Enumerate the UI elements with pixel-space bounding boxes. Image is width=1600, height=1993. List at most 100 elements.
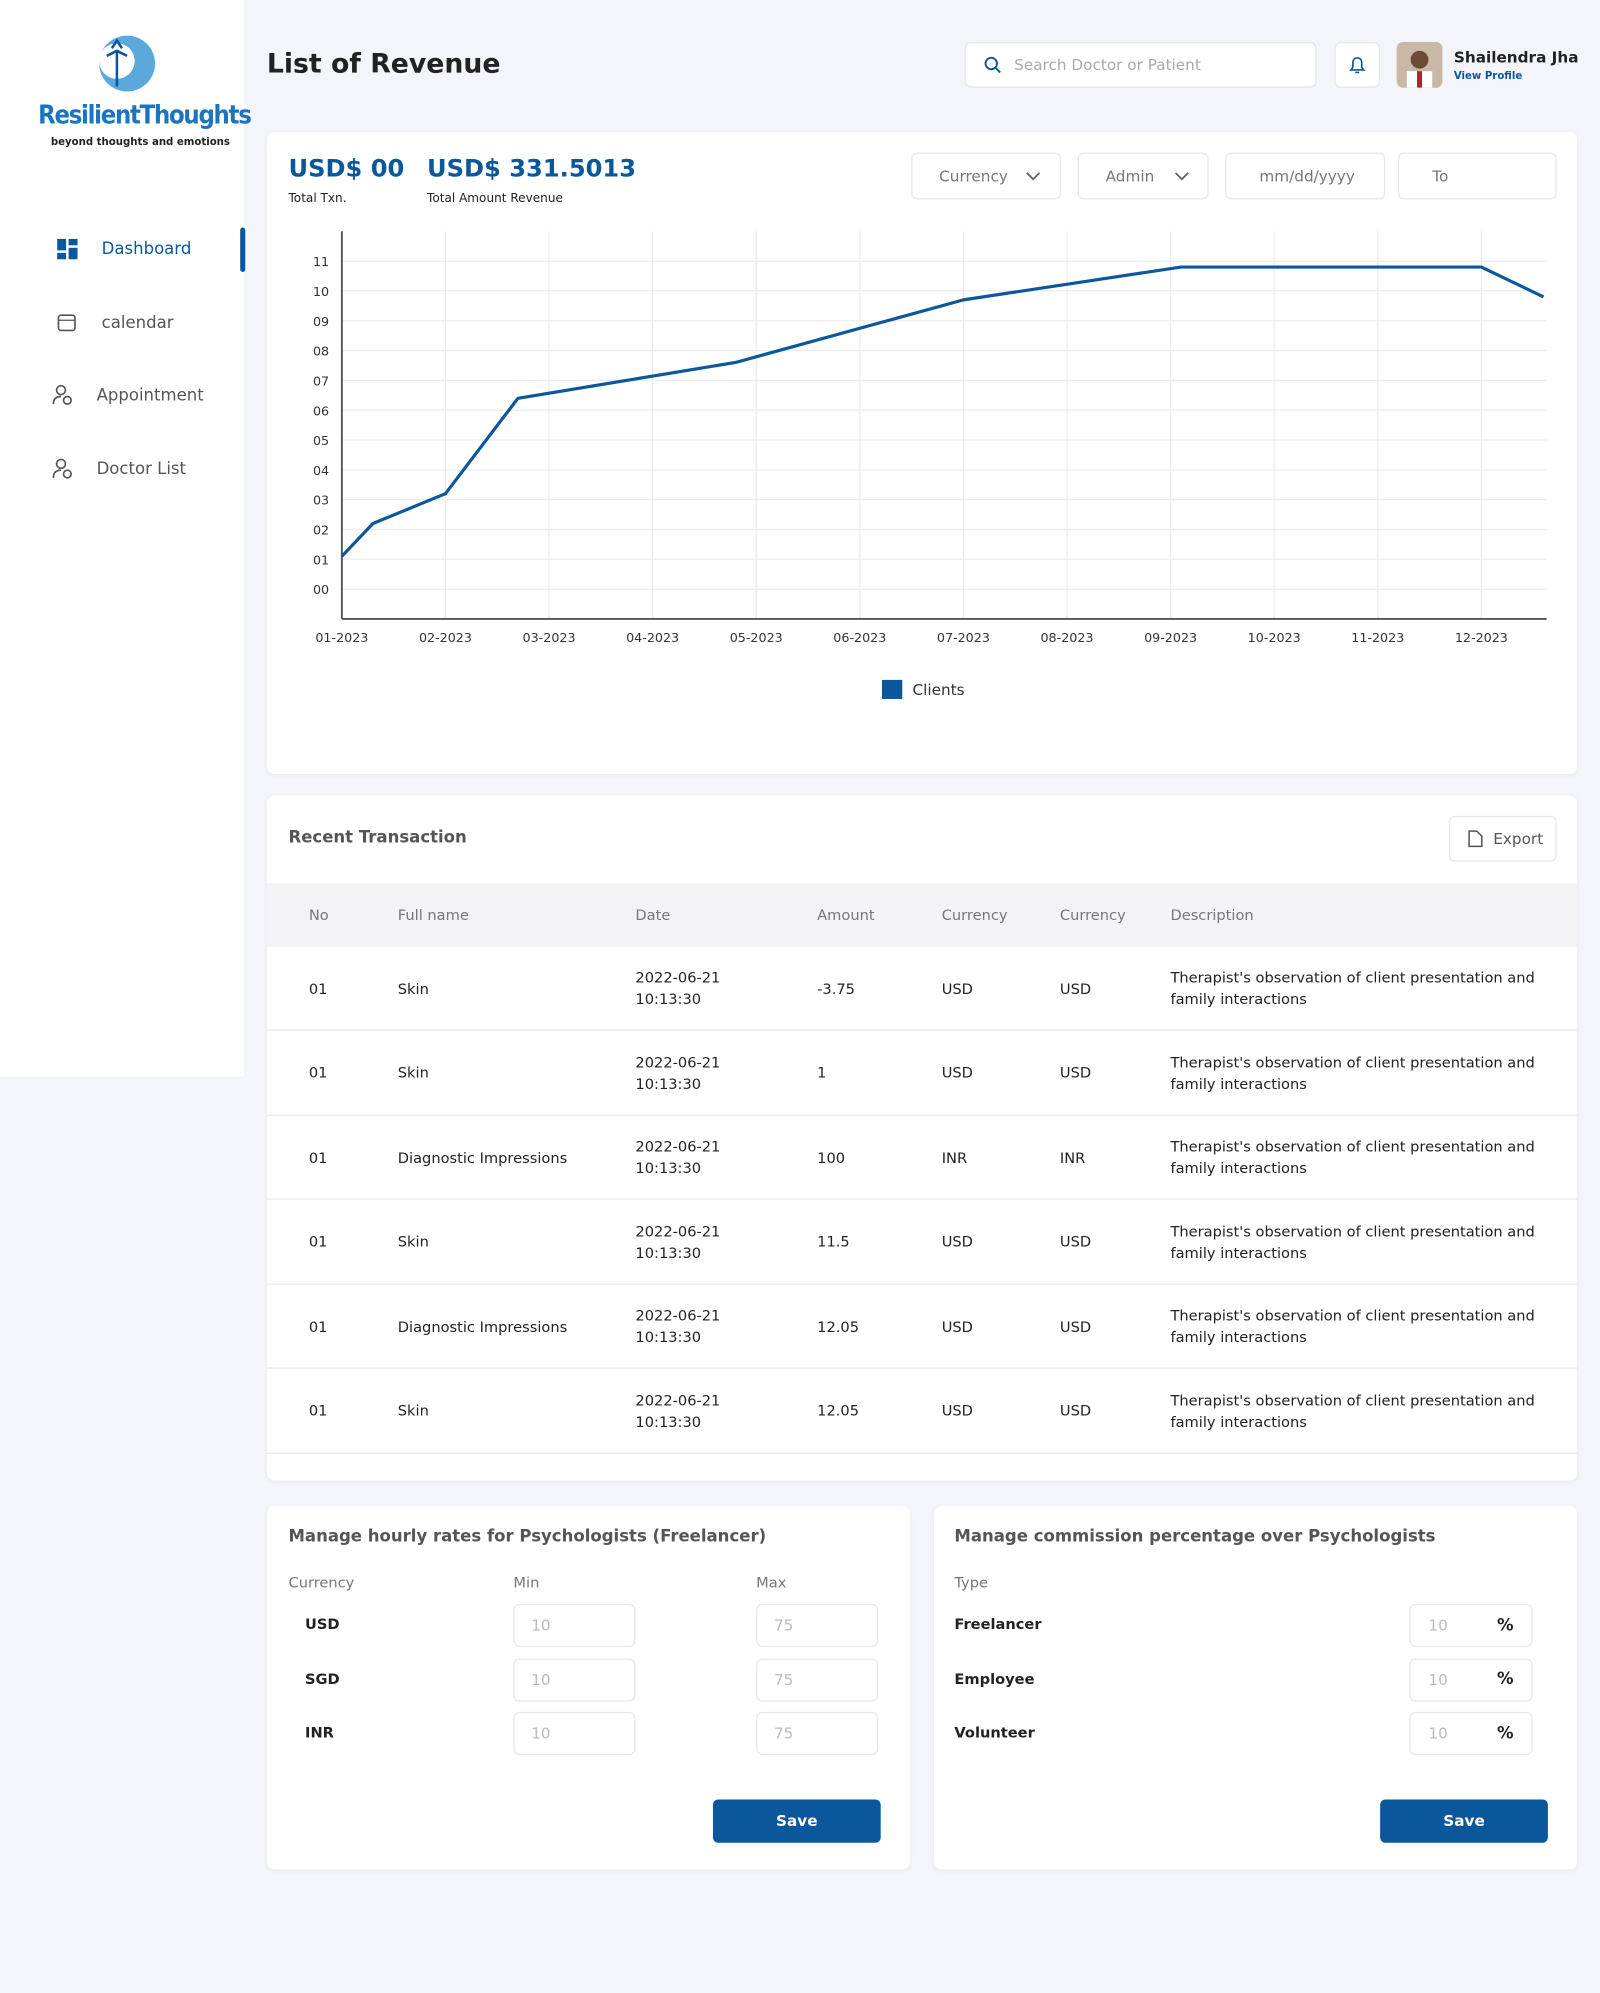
cell-text: 12.05 <box>817 1317 860 1336</box>
table-cell: Skin <box>398 1369 614 1453</box>
table-row <box>266 1031 1578 1116</box>
search-box[interactable]: Search Doctor or Patient <box>964 41 1317 88</box>
nav-item[interactable]: Appointment <box>51 384 204 407</box>
notification-button[interactable] <box>1334 41 1381 88</box>
y-tick-label: 03 <box>313 493 329 508</box>
dropdown-label: Admin <box>1105 167 1155 185</box>
nav-label: Appointment <box>96 385 204 405</box>
nav-item[interactable]: calendar <box>56 311 174 334</box>
table-cell: 01 <box>309 1369 373 1453</box>
input-placeholder: 75 <box>773 1670 794 1689</box>
table-cell: -3.75 <box>817 947 919 1031</box>
currency-dropdown[interactable]: Currency <box>911 152 1062 200</box>
search-placeholder: Search Doctor or Patient <box>1014 55 1201 74</box>
cell-text: 2022-06-21 10:13:30 <box>635 1221 721 1262</box>
date-from-input[interactable]: mm/dd/yyyy <box>1225 152 1386 200</box>
nav-item[interactable]: Doctor List <box>51 458 186 481</box>
x-tick-label: 05-2023 <box>730 630 783 645</box>
cell-text: Therapist's observation of client presen… <box>1170 1390 1535 1431</box>
cell-text: 01 <box>308 979 328 997</box>
y-tick-label: 08 <box>313 344 329 359</box>
rate-input[interactable]: 10 <box>513 1603 636 1648</box>
transactions-title: Recent Transaction <box>288 828 467 848</box>
percent-sign: % <box>1497 1723 1514 1743</box>
cell-text: Therapist's observation of client presen… <box>1170 1306 1535 1346</box>
table-cell: 1 <box>817 1031 919 1115</box>
cell-text: 2022-06-21 10:13:30 <box>635 1137 721 1177</box>
series-line <box>340 265 1545 558</box>
table-cell: 100 <box>817 1116 919 1200</box>
rate-input[interactable]: 10 <box>513 1657 636 1702</box>
table-row <box>266 947 1578 1031</box>
cell-text: 100 <box>817 1148 846 1167</box>
cell-text: Skin <box>397 1401 429 1420</box>
view-profile-link[interactable]: View Profile <box>1453 69 1523 82</box>
user-name: Shailendra Jha <box>1453 48 1579 67</box>
cell-text: INR <box>1059 1148 1086 1167</box>
table-cell: 12.05 <box>817 1369 919 1453</box>
y-tick-label: 01 <box>313 552 329 567</box>
column-header: Type <box>954 1573 988 1592</box>
button-label: Save <box>1443 1812 1485 1831</box>
save-button[interactable]: Save <box>1380 1799 1548 1843</box>
input-placeholder: 75 <box>773 1724 794 1743</box>
table-cell: Therapist's observation of client presen… <box>1170 1285 1539 1369</box>
table-cell: Skin <box>398 1200 614 1284</box>
table-cell: INR <box>1060 1116 1162 1200</box>
export-button[interactable]: Export <box>1448 815 1557 862</box>
cell-text: 12.05 <box>817 1401 860 1420</box>
avatar[interactable] <box>1396 41 1443 88</box>
column-header: Full name <box>397 906 469 924</box>
rate-input[interactable]: 10 <box>513 1711 636 1756</box>
nav-label: Doctor List <box>96 459 187 479</box>
rate-input[interactable]: 75 <box>756 1657 879 1702</box>
admin-dropdown[interactable]: Admin <box>1077 152 1209 200</box>
row-label: Volunteer <box>954 1723 1035 1742</box>
search-icon <box>984 56 1001 74</box>
date-to-input[interactable]: To <box>1397 152 1557 200</box>
percent-input[interactable]: 10% <box>1409 1711 1533 1756</box>
column-header: Currency <box>941 906 1008 924</box>
input-placeholder: 10 <box>531 1616 551 1635</box>
input-placeholder: 10 <box>1428 1724 1448 1743</box>
save-button[interactable]: Save <box>712 1799 881 1843</box>
row-label: Employee <box>954 1669 1035 1688</box>
percent-input[interactable]: 10% <box>1409 1603 1533 1648</box>
logo-tagline: beyond thoughts and emotions <box>50 135 230 148</box>
table-cell: USD <box>942 1031 1044 1115</box>
table-cell: 11.5 <box>817 1200 919 1284</box>
legend-swatch <box>881 679 903 699</box>
cell-text: Therapist's observation of client presen… <box>1170 968 1535 1008</box>
row-label: SGD <box>305 1669 340 1688</box>
table-cell: USD <box>942 947 1044 1031</box>
x-tick-label: 07-2023 <box>937 630 990 645</box>
percent-input[interactable]: 10% <box>1409 1657 1533 1702</box>
row-label: Freelancer <box>954 1615 1042 1634</box>
rate-input[interactable]: 75 <box>756 1711 879 1756</box>
table-cell: Diagnostic Impressions <box>398 1285 614 1369</box>
column-header: Date <box>635 906 671 924</box>
input-placeholder: 75 <box>773 1616 794 1635</box>
active-indicator <box>240 227 246 272</box>
y-tick-label: 11 <box>313 254 329 269</box>
cell-text: Therapist's observation of client presen… <box>1170 1052 1535 1093</box>
cell-text: USD <box>941 1401 973 1420</box>
table-cell: USD <box>1060 1031 1162 1115</box>
column-header: Amount <box>817 906 875 924</box>
table-cell: USD <box>1060 1285 1162 1369</box>
y-tick-label: 04 <box>313 463 329 478</box>
rate-input[interactable]: 75 <box>756 1603 879 1648</box>
table-cell: 12.05 <box>817 1285 919 1369</box>
cell-text: 11.5 <box>817 1232 850 1251</box>
table-cell: Skin <box>398 1031 614 1115</box>
table-header <box>266 883 1578 947</box>
txn-value: USD$ 00 <box>288 155 405 184</box>
y-tick-label: 00 <box>313 582 329 597</box>
rates-title: Manage hourly rates for Psychologists (F… <box>288 1527 767 1547</box>
y-tick-label: 09 <box>313 314 329 329</box>
table-cell: Diagnostic Impressions <box>398 1116 614 1200</box>
cell-text: 01 <box>308 1063 328 1082</box>
table-cell: 2022-06-21 10:13:30 <box>635 947 749 1031</box>
nav-item[interactable]: Dashboard <box>56 238 191 261</box>
